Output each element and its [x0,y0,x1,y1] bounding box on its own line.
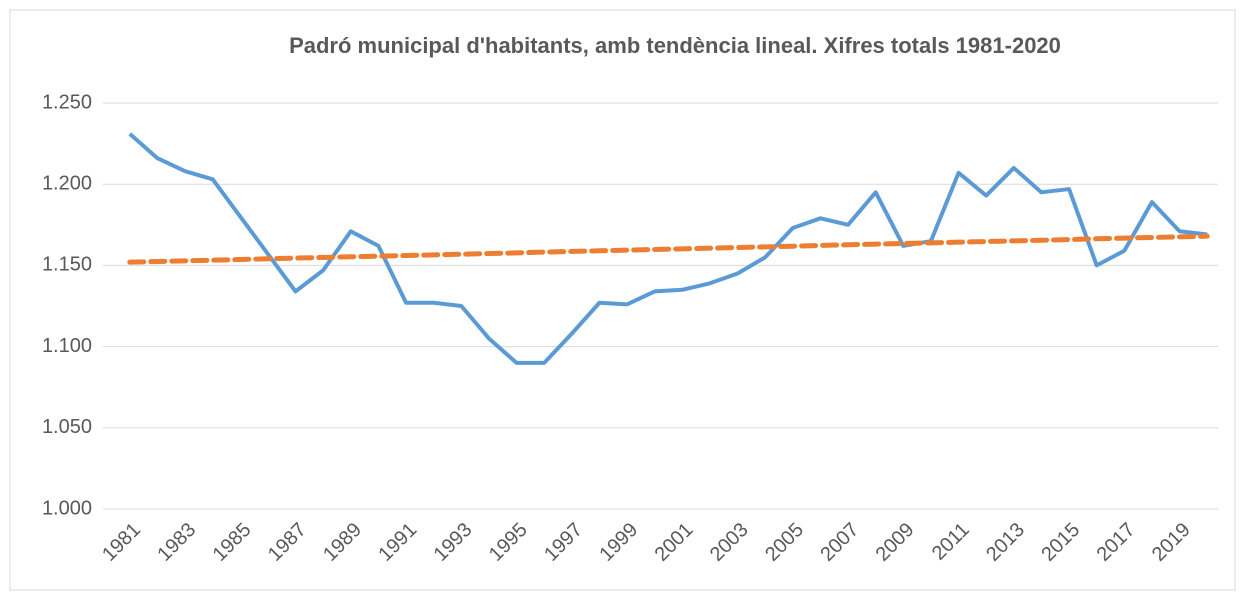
y-tick-label: 1.200 [42,172,92,194]
data-line [128,132,1208,365]
trend-line [127,233,1210,265]
y-tick-label: 1.100 [42,335,92,357]
y-tick-label: 1.000 [42,497,92,519]
y-tick-label: 1.250 [42,91,92,113]
chart-frame [9,9,1236,591]
chart-title: Padró municipal d'habitants, amb tendènc… [289,33,1061,58]
y-tick-label: 1.150 [42,254,92,276]
y-tick-label: 1.050 [42,416,92,438]
